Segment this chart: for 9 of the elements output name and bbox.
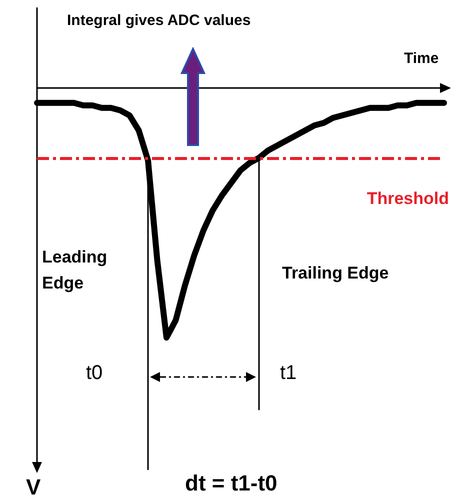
x-axis-title: Time xyxy=(404,50,439,67)
text: dt = t1-t0 xyxy=(185,470,278,496)
annotation: Trailing Edge xyxy=(282,264,389,282)
ref-line-label: Threshold xyxy=(366,188,449,208)
chart-title: Integral gives ADC values xyxy=(67,12,251,29)
text: t0 xyxy=(86,362,103,384)
text: t1 xyxy=(280,362,297,384)
text: V xyxy=(26,474,41,497)
annotation: Leading Edge xyxy=(42,248,112,292)
